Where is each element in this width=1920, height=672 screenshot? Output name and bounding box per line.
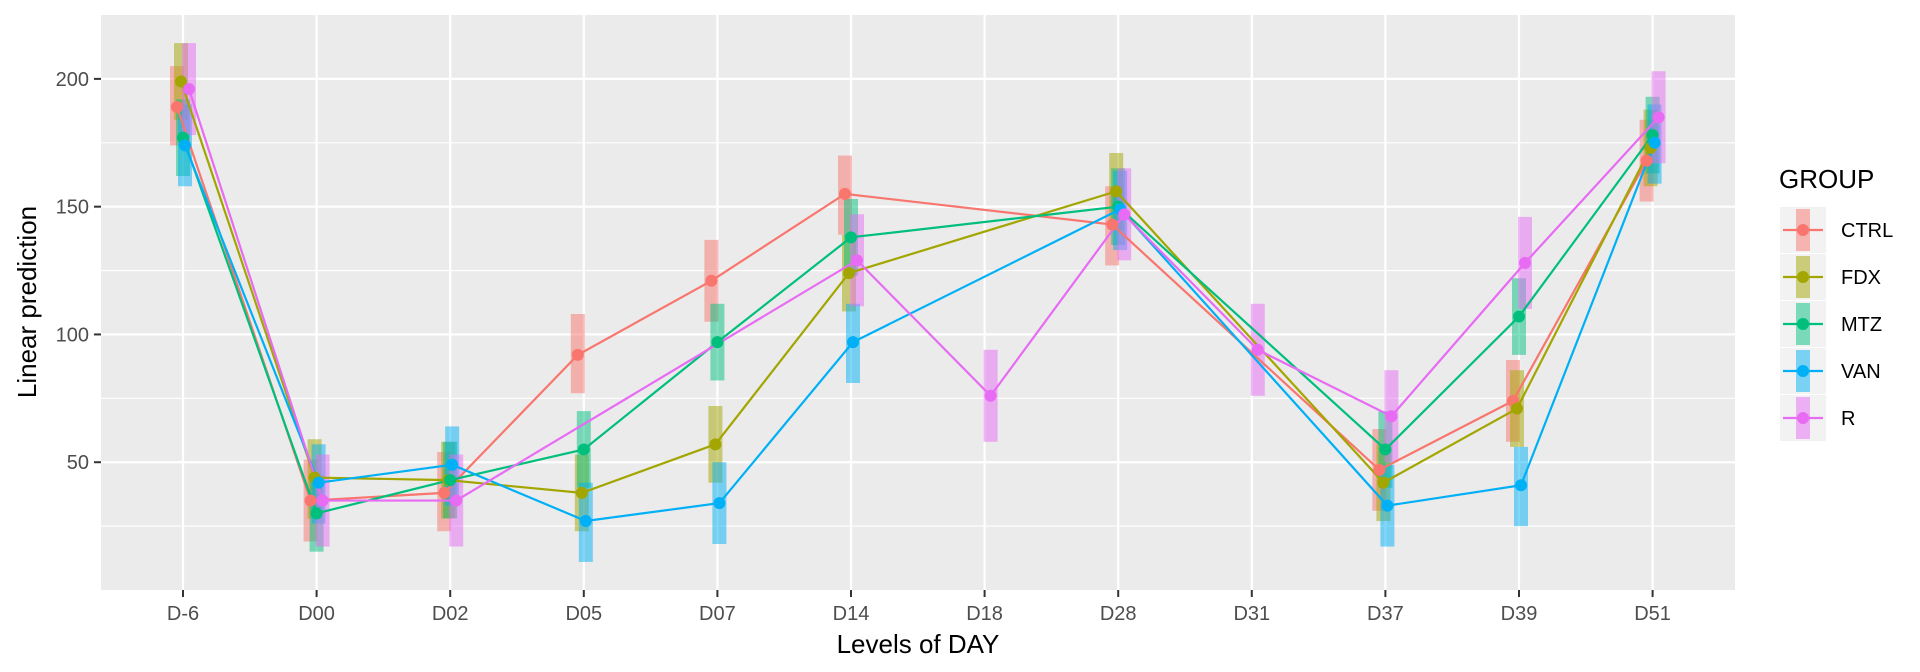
series-line bbox=[175, 106, 1648, 502]
data-point bbox=[450, 494, 463, 507]
legend-item: FDX bbox=[1780, 254, 1881, 300]
data-point bbox=[1519, 256, 1531, 269]
legend-key-point bbox=[1797, 412, 1809, 424]
data-point bbox=[577, 443, 590, 456]
x-axis-title: Levels of DAY bbox=[837, 629, 1000, 659]
data-point bbox=[984, 389, 997, 402]
legend-key-point bbox=[1797, 318, 1809, 330]
data-point bbox=[1373, 463, 1386, 476]
series-line bbox=[181, 134, 1654, 515]
y-tick-label: 150 bbox=[56, 197, 89, 219]
y-tick-label: 100 bbox=[56, 324, 89, 346]
legend-item: MTZ bbox=[1780, 301, 1882, 347]
data-point bbox=[847, 336, 859, 349]
x-tick-label: D18 bbox=[966, 603, 1003, 625]
x-tick-label: D39 bbox=[1501, 603, 1538, 625]
x-tick-label: D37 bbox=[1367, 603, 1404, 625]
x-tick-label: D-6 bbox=[167, 603, 199, 625]
data-point bbox=[1513, 310, 1525, 323]
x-tick-label: D31 bbox=[1233, 603, 1270, 625]
data-point bbox=[444, 474, 457, 487]
data-point bbox=[312, 476, 325, 489]
legend-label: R bbox=[1841, 408, 1855, 430]
legend-label: CTRL bbox=[1841, 220, 1893, 242]
legend-item: CTRL bbox=[1780, 207, 1893, 253]
data-point bbox=[571, 348, 584, 361]
series-line bbox=[187, 88, 1660, 502]
data-point bbox=[171, 101, 183, 113]
data-point bbox=[1648, 136, 1661, 149]
data-point bbox=[1511, 402, 1523, 415]
x-tick-label: D28 bbox=[1100, 603, 1137, 625]
x-tick-label: D02 bbox=[432, 603, 469, 625]
data-point bbox=[713, 497, 726, 510]
data-point bbox=[843, 267, 855, 280]
legend-key-point bbox=[1797, 224, 1809, 236]
legend: GROUP CTRL FDX MTZ VAN R bbox=[1779, 164, 1893, 441]
legend-key-point bbox=[1797, 271, 1809, 283]
axes: 50 100 150 200 D-6 D00 D02 D05 D07 D14 D18 D28 D31 D3… bbox=[56, 69, 1671, 625]
data-point bbox=[1377, 476, 1390, 489]
data-point bbox=[1515, 479, 1527, 492]
x-tick-label: D07 bbox=[699, 603, 736, 625]
data-point bbox=[1652, 111, 1665, 124]
data-point bbox=[705, 274, 718, 287]
x-tick-label: D14 bbox=[833, 603, 870, 625]
legend-title: GROUP bbox=[1779, 164, 1874, 194]
data-point bbox=[575, 486, 588, 499]
data-point bbox=[1106, 218, 1119, 231]
data-point bbox=[179, 139, 191, 152]
legend-item: VAN bbox=[1780, 348, 1881, 394]
data-point bbox=[175, 75, 187, 88]
data-point bbox=[438, 486, 451, 499]
data-point bbox=[1110, 185, 1123, 198]
legend-label: VAN bbox=[1841, 361, 1881, 383]
data-point bbox=[304, 494, 317, 507]
legend-label: MTZ bbox=[1841, 314, 1882, 336]
data-point bbox=[1640, 154, 1653, 167]
data-point bbox=[1251, 343, 1264, 356]
data-point bbox=[1381, 499, 1394, 512]
x-tick-label: D51 bbox=[1634, 603, 1671, 625]
x-tick-label: D00 bbox=[298, 603, 335, 625]
legend-key-point bbox=[1797, 365, 1809, 377]
x-tick-label: D05 bbox=[565, 603, 602, 625]
legend-label: FDX bbox=[1841, 267, 1881, 289]
data-point bbox=[711, 336, 724, 349]
series-layer bbox=[170, 43, 1666, 562]
data-point bbox=[446, 458, 459, 471]
data-point bbox=[183, 83, 195, 96]
legend-item: R bbox=[1780, 395, 1855, 441]
series-line bbox=[183, 142, 1656, 523]
series-line bbox=[179, 81, 1652, 495]
data-point bbox=[1385, 410, 1398, 423]
data-point bbox=[709, 438, 722, 451]
y-axis-title: Linear prediction bbox=[12, 206, 42, 398]
data-point bbox=[851, 254, 863, 267]
data-point bbox=[316, 494, 329, 507]
data-point bbox=[845, 231, 857, 244]
y-tick-label: 200 bbox=[56, 69, 89, 91]
data-point bbox=[579, 515, 592, 527]
data-point bbox=[839, 187, 851, 200]
data-point bbox=[310, 507, 323, 520]
y-tick-label: 50 bbox=[67, 452, 89, 474]
data-point bbox=[1379, 443, 1392, 456]
data-point bbox=[1118, 208, 1131, 221]
